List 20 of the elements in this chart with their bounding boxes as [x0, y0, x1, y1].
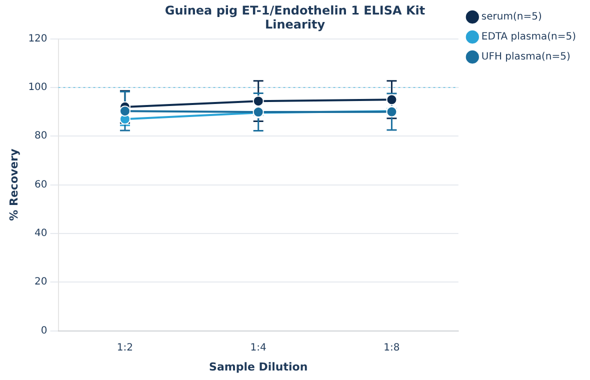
y-tick-label: 100 [28, 82, 48, 94]
y-tick-label: 60 [34, 179, 48, 190]
x-axis-title: Sample Dilution [209, 360, 308, 374]
chart-subtitle: Linearity [264, 18, 326, 32]
legend-label: EDTA plasma(n=5) [481, 32, 576, 43]
point [119, 106, 130, 117]
y-tick-label: 120 [28, 33, 48, 44]
y-tick-label: 40 [34, 228, 48, 240]
y-tick-label: 0 [40, 325, 48, 336]
y-tick-label: 20 [34, 276, 48, 288]
x-tick-label: 1:2 [116, 342, 134, 354]
legend-label: serum(n=5) [481, 12, 542, 23]
y-axis-title: % Recovery [7, 148, 20, 221]
point [386, 94, 398, 106]
x-tick-label: 1:4 [250, 342, 266, 354]
point [252, 96, 264, 107]
x-tick-label: 1:8 [384, 342, 400, 354]
legend-label: UFH plasma(n=5) [481, 52, 570, 63]
y-tick-label: 80 [34, 130, 48, 142]
chart-title: Guinea pig ET-1/Endothelin 1 ELISA Kit [164, 3, 426, 18]
